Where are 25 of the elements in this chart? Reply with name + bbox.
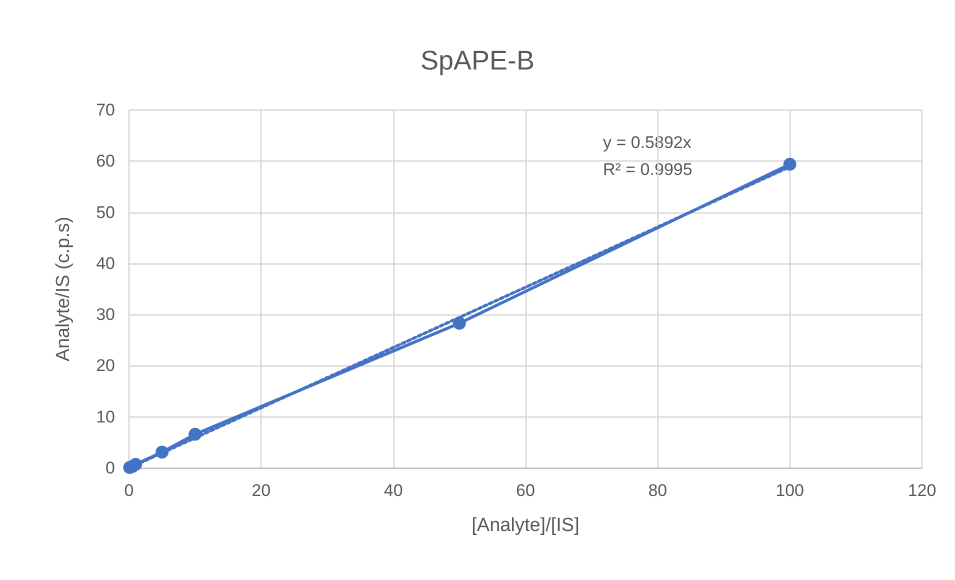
chart-title: SpAPE-B: [420, 46, 535, 76]
y-tick-label: 10: [96, 407, 115, 426]
y-tick-label: 20: [96, 356, 115, 376]
x-tick-label: 0: [124, 481, 134, 500]
point: [188, 428, 202, 441]
y-tick-label: 0: [106, 458, 115, 478]
x-tick-label: 100: [776, 481, 804, 500]
point: [783, 158, 796, 171]
x-tick-label: 120: [908, 481, 936, 500]
y-axis-title: Analyte/IS (c.p.s): [53, 216, 74, 362]
annotation: y = 0.5892x: [603, 133, 692, 152]
x-tick-label: 40: [384, 481, 403, 500]
x-tick-label: 80: [648, 481, 668, 500]
point: [452, 316, 466, 330]
y-tick-label: 60: [96, 152, 115, 171]
x-axis-title: [Analyte]/[IS]: [472, 515, 580, 536]
point: [129, 458, 142, 471]
x-tick-label: 60: [516, 481, 535, 500]
point: [156, 446, 169, 459]
y-tick-label: 50: [96, 202, 115, 222]
x-tick-label: 20: [252, 481, 271, 500]
y-tick-label: 30: [96, 305, 115, 324]
y-tick-label: 40: [96, 254, 115, 273]
y-tick-label: 70: [96, 100, 115, 120]
annotation: R² = 0.9995: [603, 160, 692, 179]
